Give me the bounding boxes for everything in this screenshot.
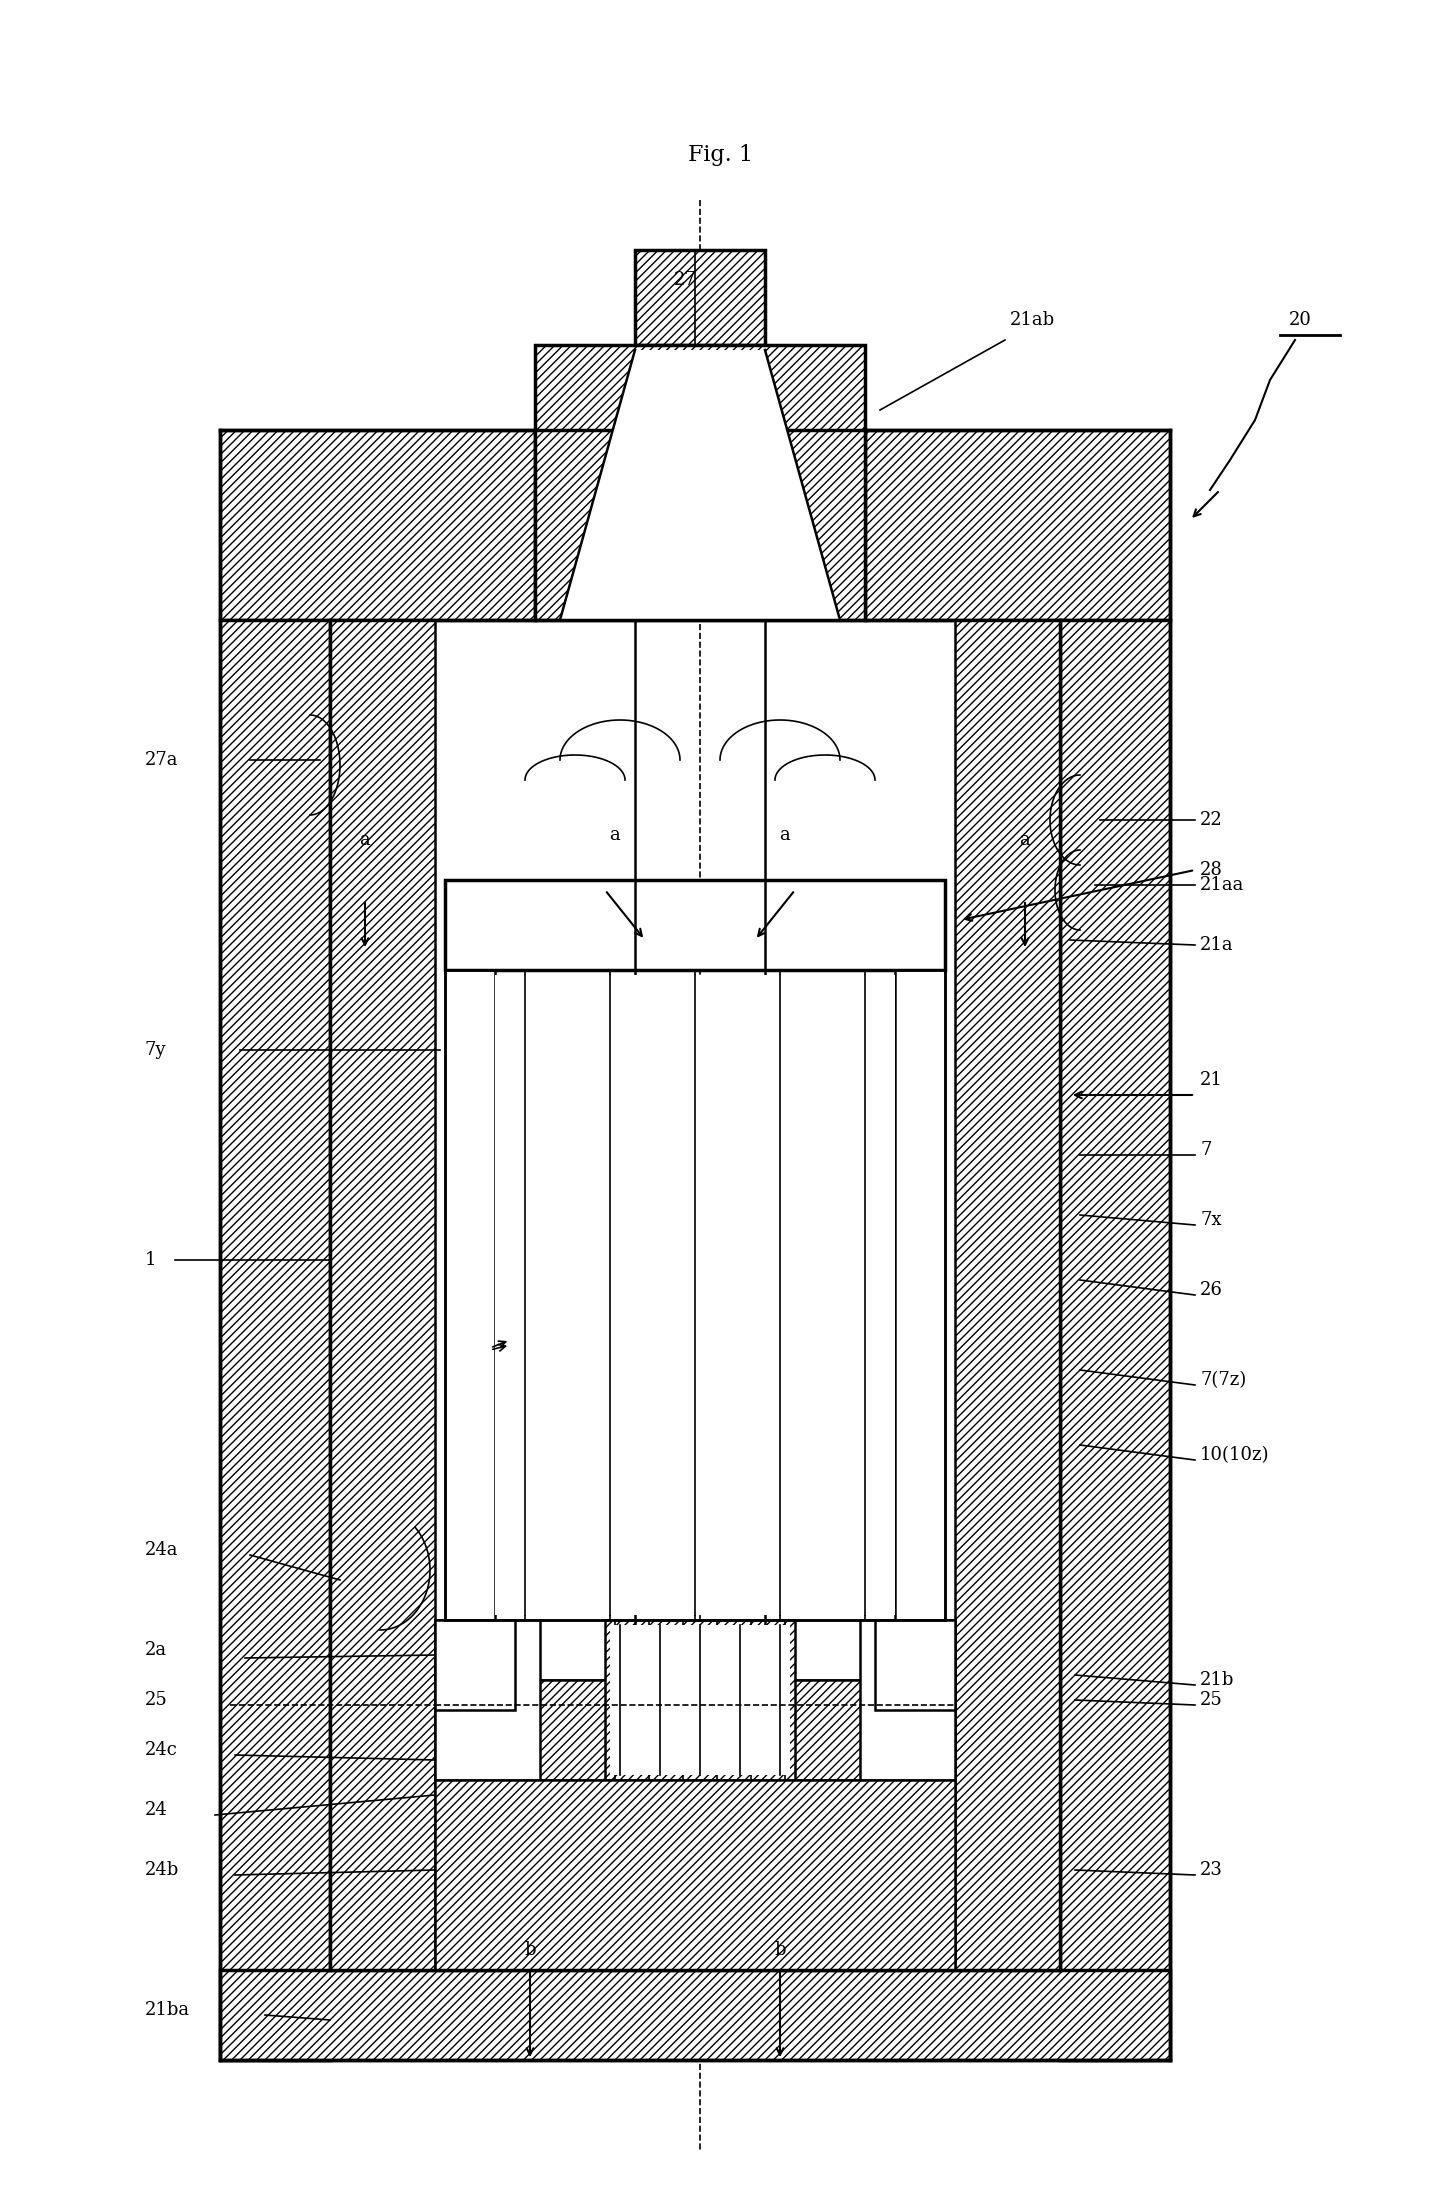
Text: b: b [775,1941,786,1959]
Text: 21ab: 21ab [1009,312,1056,329]
Text: 24: 24 [145,1801,167,1818]
Text: 22: 22 [1200,810,1223,830]
Text: 24b: 24b [145,1860,179,1880]
Text: b: b [524,1941,536,1959]
Text: a: a [779,826,791,843]
Text: a: a [609,826,621,843]
Bar [955,619,1060,1970]
Text: 28: 28 [1200,861,1223,878]
Text: 7(7z): 7(7z) [1200,1370,1246,1390]
Bar [860,1621,955,1781]
Bar [220,1970,1169,2060]
Bar [635,250,765,345]
Text: 23: 23 [1200,1860,1223,1880]
Bar [536,345,865,619]
Bar [435,1621,516,1711]
Bar [435,1621,540,1781]
Text: 21aa: 21aa [1200,876,1244,894]
Bar [611,1625,791,1774]
Text: 2a: 2a [145,1640,167,1658]
Bar [435,1680,955,1781]
Bar [896,971,945,1621]
Text: 21: 21 [1200,1072,1223,1089]
Text: 26: 26 [1200,1280,1223,1300]
Bar [220,430,536,619]
Polygon shape [560,349,840,619]
Text: 21ba: 21ba [145,2001,190,2018]
Text: 24a: 24a [145,1542,179,1559]
Bar [876,1621,955,1711]
Text: 20: 20 [1289,312,1312,329]
Text: 21b: 21b [1200,1671,1234,1689]
Text: 24c: 24c [145,1741,179,1759]
Bar [865,430,1169,619]
Bar [435,1781,955,1970]
Bar [435,619,955,1970]
Text: 1: 1 [145,1252,157,1269]
Text: a: a [360,830,370,850]
Text: 7: 7 [1200,1142,1211,1159]
Text: Fig. 1: Fig. 1 [687,145,753,167]
Bar [1060,619,1169,2060]
Text: 21a: 21a [1200,935,1234,953]
Text: 25: 25 [1200,1691,1223,1708]
Bar [605,1621,795,1781]
Bar [435,1621,955,1680]
Bar [220,619,330,2060]
Text: a: a [1020,830,1031,850]
Text: 10(10z): 10(10z) [1200,1445,1270,1465]
Text: 27: 27 [674,270,697,290]
Text: 7x: 7x [1200,1210,1221,1230]
Bar [330,619,435,1970]
Bar [445,971,495,1621]
Text: 25: 25 [145,1691,167,1708]
Bar [495,975,896,1614]
Text: 7y: 7y [145,1041,167,1058]
Bar [445,881,945,971]
Text: 27a: 27a [145,751,179,769]
